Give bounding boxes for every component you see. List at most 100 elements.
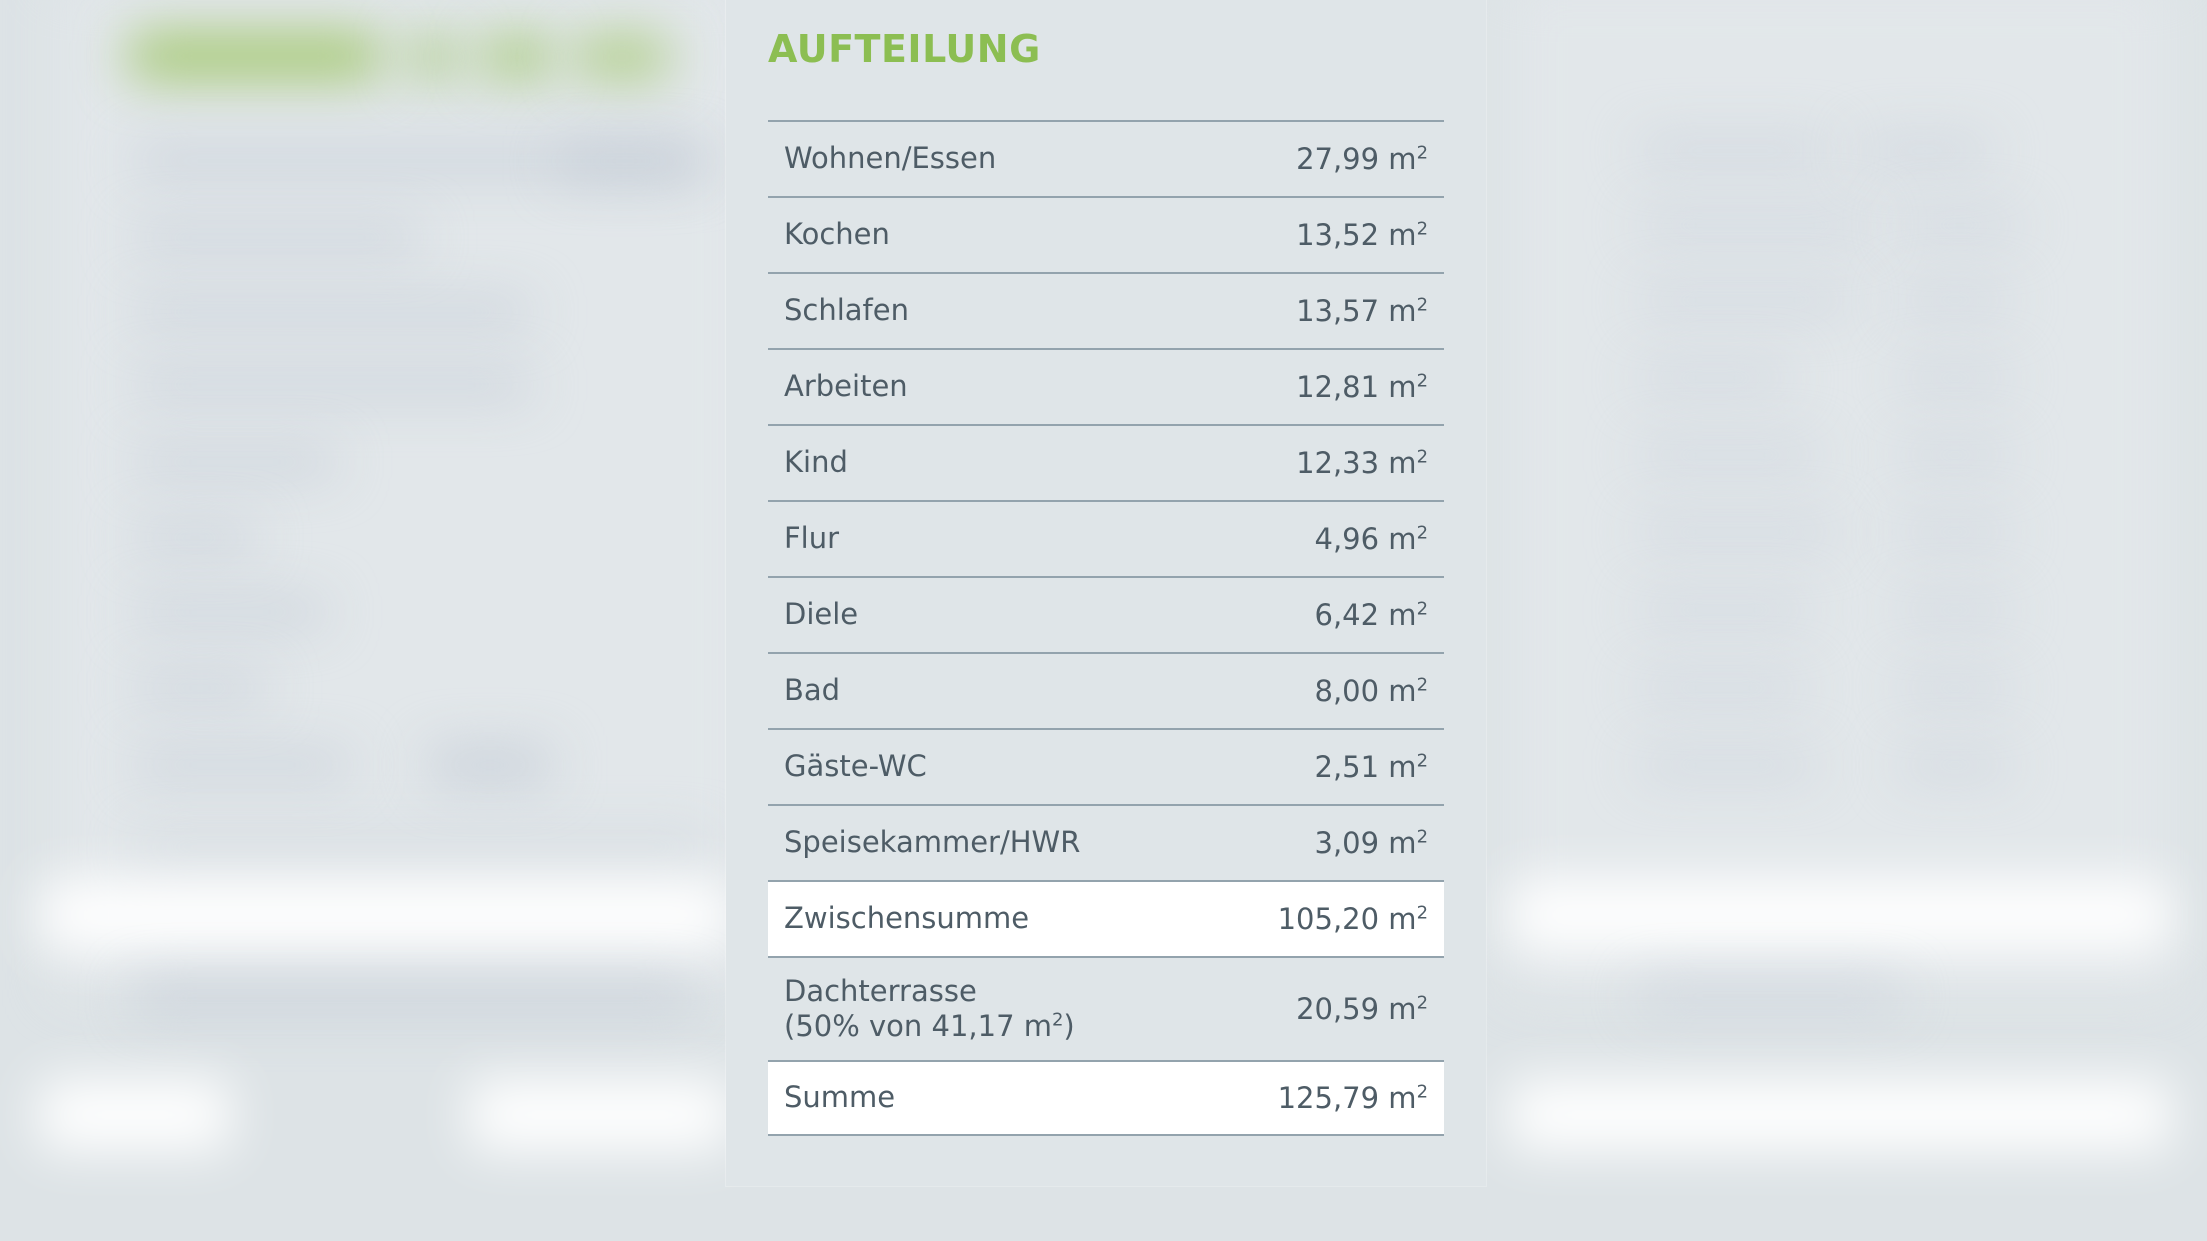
- backdrop-text-line: [1900, 368, 2010, 388]
- row-label-text: Bad: [784, 673, 841, 708]
- backdrop-text-line: [1900, 600, 2010, 620]
- row-value-number: 2,51: [1314, 750, 1380, 784]
- row-label-text: Kochen: [784, 217, 890, 252]
- row-value-unit: m: [1379, 218, 1417, 252]
- backdrop-text-line: [135, 302, 530, 322]
- page-title: AUFTEILUNG: [768, 27, 1041, 71]
- row-value-unit-exponent: 2: [1416, 598, 1428, 620]
- row-value-unit-exponent: 2: [1416, 826, 1428, 848]
- row-value-number: 12,33: [1296, 446, 1380, 480]
- row-label: Summe: [784, 1080, 895, 1115]
- row-label: Wohnen/Essen: [784, 141, 996, 176]
- row-value: 2,51 m2: [1315, 750, 1428, 784]
- table-row: Bad 8,00 m2: [768, 652, 1444, 728]
- row-label-text: Diele: [784, 597, 859, 632]
- backdrop-text-line: [1640, 368, 1790, 388]
- row-value-unit: m: [1379, 750, 1417, 784]
- row-value: 12,81 m2: [1296, 370, 1428, 404]
- row-value: 20,59 m2: [1296, 992, 1428, 1026]
- row-label-text: Speisekammer/HWR: [784, 825, 1081, 860]
- row-value: 6,42 m2: [1315, 598, 1428, 632]
- row-value-unit: m: [1379, 370, 1417, 404]
- row-value-number: 13,52: [1296, 218, 1380, 252]
- row-label-text: Flur: [784, 521, 840, 556]
- backdrop-text-line: [135, 452, 335, 472]
- row-label-text: Dachterrasse: [784, 973, 977, 1008]
- area-breakdown-table: Wohnen/Essen 27,99 m2 Kochen 13,52 m2 Schlaf…: [768, 120, 1444, 1136]
- row-value: 13,52 m2: [1296, 218, 1428, 252]
- aufteilung-panel: AUFTEILUNG Wohnen/Essen 27,99 m2 Kochen 13,…: [726, 0, 1486, 1186]
- backdrop-text-line: [1640, 985, 1900, 1007]
- backdrop-text-line: [1640, 140, 1830, 162]
- backdrop-white-band: [40, 880, 730, 950]
- row-value-number: 13,57: [1296, 294, 1380, 328]
- row-label: Kind: [784, 445, 848, 480]
- backdrop-text-line: [1640, 755, 1815, 775]
- row-value-unit: m: [1379, 902, 1417, 936]
- backdrop-text-line: [135, 528, 255, 548]
- row-label-text: Summe: [784, 1080, 896, 1115]
- table-row: Wohnen/Essen 27,99 m2: [768, 120, 1444, 196]
- row-value-number: 125,79: [1277, 1081, 1380, 1115]
- backdrop-text-line: [1900, 522, 2010, 542]
- row-label-text: Gäste-WC: [784, 749, 927, 784]
- row-value-unit: m: [1379, 522, 1417, 556]
- row-value-unit-exponent: 2: [1416, 218, 1428, 240]
- backdrop-text-line: [1640, 445, 1820, 465]
- row-value: 27,99 m2: [1296, 142, 1428, 176]
- table-row: Kind 12,33 m2: [768, 424, 1444, 500]
- row-value: 13,57 m2: [1296, 294, 1428, 328]
- backdrop-text-line: [1860, 140, 1990, 162]
- row-value-unit-exponent: 2: [1416, 1081, 1428, 1103]
- row-value-unit-exponent: 2: [1416, 294, 1428, 316]
- row-label: Kochen: [784, 217, 890, 252]
- row-value-unit-exponent: 2: [1416, 446, 1428, 468]
- backdrop-green-chip: [576, 38, 668, 76]
- table-row: Kochen 13,52 m2: [768, 196, 1444, 272]
- backdrop-text-line: [1640, 215, 1870, 235]
- row-label: Schlafen: [784, 293, 909, 328]
- row-value: 105,20 m2: [1278, 902, 1428, 936]
- backdrop-text-line: [1640, 290, 1850, 310]
- row-value-unit: m: [1379, 992, 1417, 1026]
- row-label: Flur: [784, 521, 839, 556]
- row-value-unit-exponent: 2: [1416, 992, 1428, 1014]
- backdrop-text-line: [1900, 445, 2010, 465]
- backdrop-white-band: [1510, 880, 2170, 950]
- backdrop-text-line: [1900, 215, 2020, 235]
- row-label: Zwischensumme: [784, 901, 1029, 936]
- backdrop-text-chip: [430, 750, 550, 780]
- row-label-text: Kind: [784, 445, 848, 480]
- table-row: Dachterrasse (50% von 41,17 m2) 20,59 m2: [768, 956, 1444, 1060]
- row-value-unit-exponent: 2: [1416, 674, 1428, 696]
- row-value: 3,09 m2: [1315, 826, 1428, 860]
- row-value-unit-exponent: 2: [1416, 522, 1428, 544]
- row-value-number: 20,59: [1296, 992, 1380, 1026]
- row-value: 12,33 m2: [1296, 446, 1428, 480]
- row-value-number: 4,96: [1314, 522, 1380, 556]
- table-row: Schlafen 13,57 m2: [768, 272, 1444, 348]
- table-row: Summe 125,79 m2: [768, 1060, 1444, 1136]
- row-value-number: 27,99: [1296, 142, 1380, 176]
- row-value: 125,79 m2: [1278, 1081, 1428, 1115]
- backdrop-text-line: [1900, 678, 2010, 698]
- row-value-unit: m: [1379, 142, 1417, 176]
- table-row: Arbeiten 12,81 m2: [768, 348, 1444, 424]
- backdrop-text-line: [1640, 522, 1835, 542]
- row-label: Diele: [784, 597, 858, 632]
- row-value-unit: m: [1379, 1081, 1417, 1115]
- row-value-unit-exponent: 2: [1416, 370, 1428, 392]
- row-value-unit: m: [1379, 446, 1417, 480]
- row-label: Gäste-WC: [784, 749, 927, 784]
- row-value-unit: m: [1379, 674, 1417, 708]
- row-value: 4,96 m2: [1315, 522, 1428, 556]
- backdrop-text-line: [135, 755, 350, 775]
- row-value-number: 105,20: [1277, 902, 1380, 936]
- backdrop-text-line: [135, 375, 530, 395]
- backdrop-white-band: [470, 1080, 730, 1150]
- row-value-unit: m: [1379, 826, 1417, 860]
- row-label-text: Zwischensumme: [784, 901, 1030, 936]
- table-row: Diele 6,42 m2: [768, 576, 1444, 652]
- backdrop-text-line: [1900, 755, 2010, 775]
- row-value-number: 12,81: [1296, 370, 1380, 404]
